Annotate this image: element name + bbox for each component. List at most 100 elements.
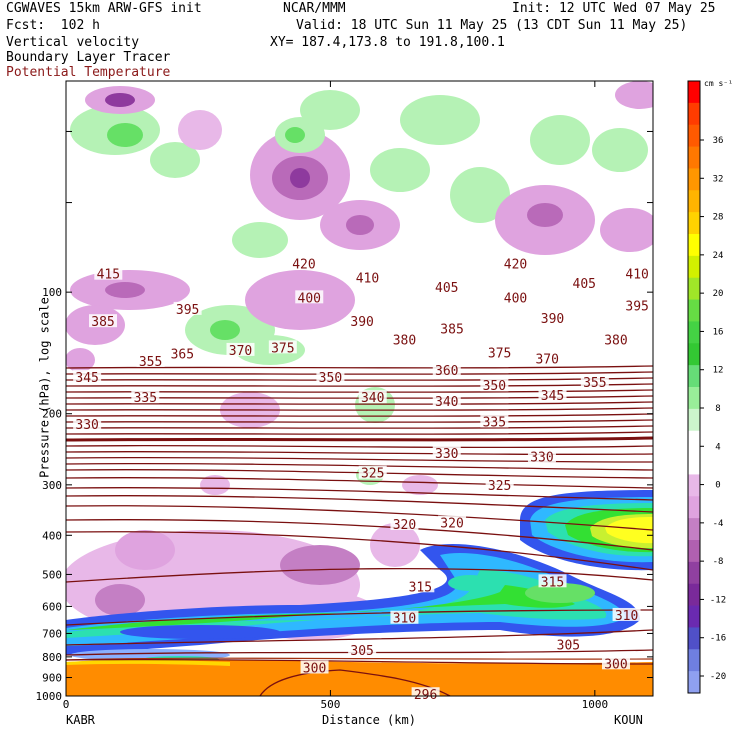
colorbar-swatch <box>688 255 700 279</box>
theta-label-bg <box>580 375 609 389</box>
x-tick-label: 0 <box>63 698 70 711</box>
theta-label-bg <box>480 414 509 428</box>
theta-label: 345 <box>541 389 564 404</box>
theta-label: 320 <box>393 518 416 533</box>
colorbar-swatch <box>688 168 700 191</box>
theta-label: 355 <box>583 376 606 391</box>
theta-label-bg <box>411 687 440 701</box>
theta-label-bg <box>390 610 419 624</box>
colorbar-tick-label: 8 <box>715 404 720 414</box>
theta-label-bg <box>289 256 318 270</box>
cross-section-endpoints: XY= 187.4,173.8 to 191.8,100.1 <box>270 35 505 50</box>
theta-label: 350 <box>319 371 342 386</box>
theta-label-bg <box>136 353 165 367</box>
theta-label-bg <box>358 390 387 404</box>
theta-label-bg <box>601 332 630 346</box>
theta-label-bg <box>390 332 419 346</box>
colorbar-tick-label: 0 <box>715 481 720 491</box>
colorbar: 36 32 28 24 20 16 12 8 4 0 -4 -8 -12 -16 -20 <box>687 80 726 694</box>
theta-label: 380 <box>604 334 627 349</box>
theta-label-bg <box>438 515 467 529</box>
theta-label-bg <box>485 345 514 359</box>
colorbar-swatch <box>688 124 700 148</box>
colorbar-swatch <box>688 343 700 366</box>
theta-label: 390 <box>541 312 564 327</box>
theta-contour-labels: 415 420 420 410 410 405 405 400 400 395 395 390 390 3… <box>73 256 652 703</box>
theta-label-bg <box>538 311 567 325</box>
colorbar-swatch <box>688 671 700 694</box>
colorbar-swatch <box>688 430 700 454</box>
theta-label-bg <box>168 346 197 360</box>
model-title: CGWAVES 15km ARW-GFS init <box>6 1 202 16</box>
theta-label: 350 <box>483 379 506 394</box>
theta-label: 365 <box>171 348 194 363</box>
colorbar-unit: cm s⁻¹ <box>704 79 733 88</box>
colorbar-tick-label: -20 <box>710 672 726 682</box>
valid-time: Valid: 18 UTC Sun 11 May 25 (13 CDT Sun … <box>296 18 688 33</box>
y-tick-label: 900 <box>42 672 62 685</box>
x-axis: 0 500 1000 <box>63 81 608 711</box>
theta-label: 375 <box>488 346 511 361</box>
theta-label: 400 <box>504 291 527 306</box>
theta-label: 335 <box>483 415 506 430</box>
theta-label: 330 <box>75 418 98 433</box>
theta-label-bg <box>432 445 461 459</box>
theta-label: 400 <box>298 291 321 306</box>
field-boundary-layer-tracer: Boundary Layer Tracer <box>6 50 171 65</box>
theta-label: 330 <box>530 450 553 465</box>
theta-label-bg <box>295 290 324 304</box>
colorbar-swatch <box>688 627 700 650</box>
colorbar-swatch <box>688 474 700 497</box>
theta-label: 340 <box>361 391 384 406</box>
theta-label: 320 <box>440 517 463 532</box>
theta-label: 370 <box>535 353 558 368</box>
colorbar-swatch <box>688 277 700 301</box>
theta-label-bg <box>432 363 461 377</box>
theta-label-bg <box>348 643 377 657</box>
colorbar-swatch <box>688 408 700 432</box>
theta-label: 315 <box>541 575 564 590</box>
x-axis-label: Distance (km) <box>322 713 416 727</box>
theta-label-bg <box>348 314 377 328</box>
field-vertical-velocity: Vertical velocity <box>6 35 140 50</box>
colorbar-tick-label: -8 <box>713 557 724 567</box>
theta-label: 315 <box>409 580 432 595</box>
theta-label-bg <box>131 390 160 404</box>
theta-label-bg <box>527 449 556 463</box>
theta-label-bg <box>390 516 419 530</box>
theta-label-bg <box>554 637 583 651</box>
theta-label: 410 <box>625 268 648 283</box>
theta-label: 405 <box>435 281 458 296</box>
theta-label: 420 <box>504 258 527 273</box>
theta-label-bg <box>358 465 387 479</box>
colorbar-tick-label: 16 <box>713 327 724 337</box>
theta-label-bg <box>353 270 382 284</box>
colorbar-swatch <box>688 81 700 104</box>
theta-label-bg <box>73 416 102 430</box>
y-tick-label: 300 <box>42 479 62 492</box>
theta-label: 325 <box>488 479 511 494</box>
theta-label: 370 <box>229 344 252 359</box>
theta-label-bg <box>438 321 467 335</box>
theta-label-bg <box>601 656 630 670</box>
theta-label: 385 <box>91 315 114 330</box>
theta-label: 395 <box>625 300 648 315</box>
theta-label: 380 <box>393 334 416 349</box>
colorbar-swatch <box>688 540 700 563</box>
colorbar-tick-label: 36 <box>713 136 724 146</box>
colorbar-tick-label: 28 <box>713 213 724 223</box>
theta-label-bg <box>538 388 567 402</box>
forecast-hour: Fcst: 102 h <box>6 18 100 33</box>
theta-label-bg <box>94 266 123 280</box>
theta-label: 390 <box>350 315 373 330</box>
theta-label: 325 <box>361 467 384 482</box>
theta-label-bg <box>612 607 641 621</box>
colorbar-swatch <box>688 190 700 213</box>
theta-label: 405 <box>573 277 596 292</box>
y-tick-label: 400 <box>42 529 62 542</box>
plot-frame <box>65 80 654 697</box>
field-potential-temperature: Potential Temperature <box>6 65 171 80</box>
colorbar-swatch <box>688 649 700 672</box>
colorbar-frame <box>687 80 701 694</box>
